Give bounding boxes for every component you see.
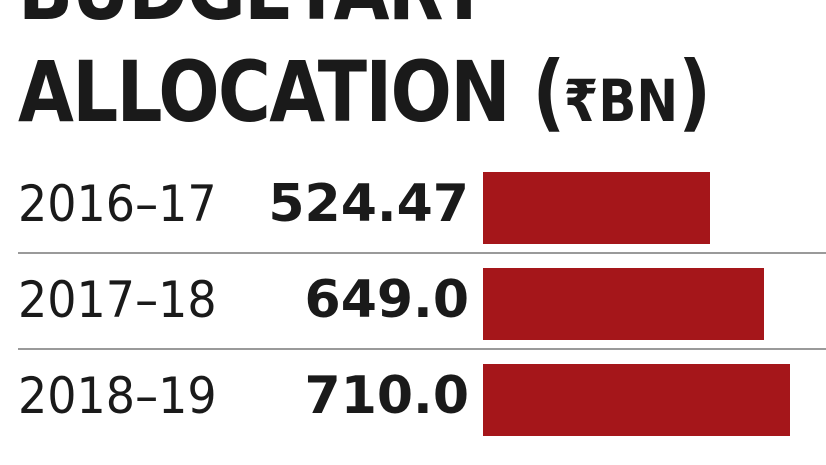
- chart-title-line-2: ALLOCATION (₹BN): [18, 43, 711, 141]
- chart-title-unit: ₹BN: [563, 67, 679, 135]
- chart-title-line-1: BUDGETARY: [18, 0, 490, 32]
- bar: [483, 172, 710, 244]
- category-label: 2018–19: [18, 367, 217, 425]
- bar: [483, 268, 764, 340]
- bar-row: 2017–18 649.0: [0, 262, 826, 358]
- bar-row: 2016–17 524.47: [0, 166, 826, 262]
- data-label: 524.47: [268, 174, 469, 234]
- bar-row: 2018–19 710.0: [0, 358, 826, 454]
- row-divider: [18, 252, 826, 254]
- category-label: 2016–17: [18, 175, 217, 233]
- data-label: 649.0: [304, 270, 469, 330]
- bar: [483, 364, 790, 436]
- category-label: 2017–18: [18, 271, 217, 329]
- row-divider: [18, 348, 826, 350]
- data-label: 710.0: [304, 366, 469, 426]
